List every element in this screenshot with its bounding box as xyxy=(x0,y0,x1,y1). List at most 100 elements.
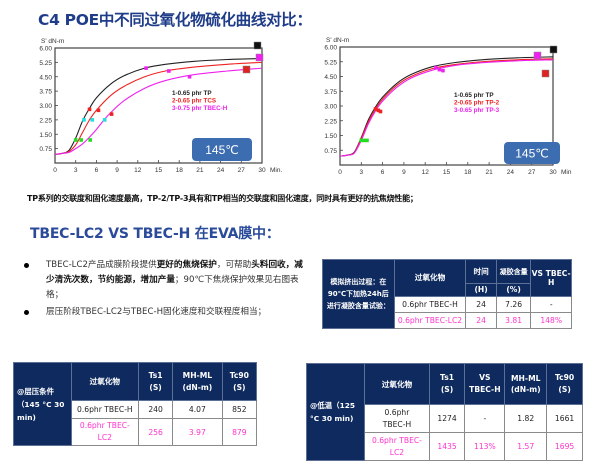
col-peroxide: 过氧化物 xyxy=(364,363,430,405)
x-tick-label: 15 xyxy=(155,167,163,174)
cell-peroxide: 0.6phr TBEC-LC2 xyxy=(70,418,140,446)
table-row: 0.6phr TBEC-H 240 4.07 852 xyxy=(14,400,258,419)
y-tick-label: 5.25 xyxy=(324,59,337,66)
tc90-label: Tc90 xyxy=(554,373,575,382)
cure-curve-chart-tcs: S' dN-m 0.75 1.50 2.25 3.00 3.75 4.50 5.25 6.00 0… xyxy=(20,32,292,182)
x-tick-label: 9 xyxy=(115,167,119,174)
ts1-unit: (S) xyxy=(149,382,162,392)
cell-mhml: 3.97 xyxy=(172,418,223,446)
curve-end-label xyxy=(255,53,264,62)
tc90-unit: (S) xyxy=(233,382,246,392)
col-tc90: Tc90 (S) xyxy=(546,363,583,405)
bullet-emphasis: 更好的焦烧保护 xyxy=(156,260,217,270)
col-mhml: MH-ML (dN-m) xyxy=(172,362,223,401)
cell-ts1: 256 xyxy=(138,418,174,446)
cell-mhml: 1.57 xyxy=(504,432,548,461)
x-tick-label: 3 xyxy=(359,169,363,176)
x-tick-label: 30 xyxy=(258,167,266,174)
y-tick-label: 5.25 xyxy=(39,60,52,67)
col-peroxide: 过氧化物 xyxy=(393,259,467,297)
legend-entry: 3-0.75 phr TBEC-H xyxy=(172,105,228,112)
curve-end-label xyxy=(533,51,542,60)
x-tick-label: 12 xyxy=(134,167,142,174)
x-tick-label: 6 xyxy=(95,167,99,174)
table-row: 0.6phr TBEC-LC2 24 3.81 148% xyxy=(323,311,572,330)
cell-ts1: 1274 xyxy=(428,404,466,433)
col-gel: 凝胶含量 xyxy=(495,258,532,285)
col-mhml: MH-ML (dN-m) xyxy=(504,363,548,405)
cell-vs: 148% xyxy=(530,311,572,330)
mhml-unit: (dN-m) xyxy=(182,382,213,392)
x-tick-label: 21 xyxy=(485,169,493,176)
bullet-item: 层压阶段TBEC-LC2与TBEC-H固化速度和交联程度相当； xyxy=(20,305,310,320)
x-tick-label: 18 xyxy=(176,167,184,174)
curve-marker xyxy=(87,107,92,112)
curve-end-label xyxy=(541,69,550,78)
ts1-unit: (S) xyxy=(440,385,454,394)
bullet-item: TBEC-LC2产品成膜阶段提供更好的焦烧保护，可帮助头料回收，减少清洗次数，节… xyxy=(20,258,310,303)
y-axis-label: S' dN-m xyxy=(41,38,64,45)
curve-end-label xyxy=(242,65,251,74)
cell-gel: 7.26 xyxy=(495,295,532,313)
table-row: 0.6phr TBEC-H 24 7.26 - xyxy=(323,295,572,313)
table-row: 0.6phr TBEC-LC2 256 3.97 879 xyxy=(14,418,258,446)
temperature-label: 145℃ xyxy=(205,143,239,157)
cell-tc90: 852 xyxy=(221,400,258,419)
ts1-label: Ts1 xyxy=(148,370,163,380)
col-ts1: Ts1 (S) xyxy=(138,362,174,401)
x-tick-label: 15 xyxy=(443,169,451,176)
col-gel-unit: (%) xyxy=(495,283,532,297)
y-tick-label: 2.25 xyxy=(324,118,337,125)
curve-marker xyxy=(102,118,107,122)
col-time-unit: (H) xyxy=(465,283,497,297)
x-tick-label: 0 xyxy=(338,169,342,176)
cell-tc90: 1695 xyxy=(546,432,583,461)
curve-marker xyxy=(90,118,95,122)
cell-peroxide: 0.6phr TBEC-H xyxy=(393,295,467,313)
x-tick-label: 12 xyxy=(422,169,430,176)
cell-peroxide: 0.6phr TBEC-LC2 xyxy=(393,311,467,330)
cell-time: 24 xyxy=(465,295,497,313)
curve-line xyxy=(54,61,263,155)
curve-marker xyxy=(378,109,383,114)
cell-vs: 113% xyxy=(464,432,506,461)
table-row: 0.6phr TBEC-H 1274 - 1.82 1661 xyxy=(307,404,583,433)
legend-entry: 3-0.65 phr TP-3 xyxy=(454,107,500,114)
conclusion-note: TP系列的交联度和固化速度最高，TP-2/TP-3具有和TP相当的交联度和固化速… xyxy=(27,194,418,203)
y-tick-label: 1.50 xyxy=(324,133,337,140)
bullet-text: ，可帮助 xyxy=(216,260,252,270)
mhml-label: MH-ML xyxy=(182,370,213,380)
section-title-eva: TBEC-LC2 VS TBEC-H 在EVA膜中： xyxy=(30,226,280,242)
col-tc90: Tc90 (S) xyxy=(221,362,258,401)
y-tick-label: 2.25 xyxy=(39,117,52,124)
curve-marker xyxy=(82,118,86,122)
y-tick-label: 3.75 xyxy=(324,89,337,96)
tc90-unit: (S) xyxy=(558,385,571,394)
col-peroxide: 过氧化物 xyxy=(70,362,140,401)
temperature-badge xyxy=(192,138,252,161)
y-tick-label: 0.75 xyxy=(39,146,52,153)
cell-peroxide: 0.6phr TBEC-H xyxy=(70,400,140,419)
cell-mhml: 1.82 xyxy=(504,404,548,433)
x-tick-label: 27 xyxy=(528,169,536,176)
y-tick-label: 1.50 xyxy=(39,132,52,139)
y-tick-label: 4.50 xyxy=(324,74,337,81)
y-tick-label: 0.75 xyxy=(324,148,337,155)
page-title: C4 POE中不同过氧化物硫化曲线对比： xyxy=(38,11,312,29)
bullet-text: TBEC-LC2产品成膜阶段提供 xyxy=(46,260,157,270)
legend-entry: 2-0.65 phr TP-2 xyxy=(454,100,500,107)
cell-peroxide: 0.6phr TBEC-H xyxy=(364,404,430,433)
cell-tc90: 1661 xyxy=(546,404,583,433)
x-axis-label: Min xyxy=(561,169,572,176)
cell-mhml: 4.07 xyxy=(172,400,223,419)
x-tick-label: 6 xyxy=(381,169,385,176)
x-tick-label: 24 xyxy=(507,169,515,176)
legend-entry: 1-0.65 phr TP xyxy=(172,90,212,97)
x-tick-label: 3 xyxy=(74,167,78,174)
curve-marker xyxy=(167,69,171,73)
curve-marker xyxy=(187,74,192,79)
cell-ts1: 1435 xyxy=(428,432,466,461)
curve-marker xyxy=(373,107,378,111)
low-temp-cure-table: @低温（125 °C 30 min) 过氧化物 Ts1 (S) VS TBEC-H… xyxy=(305,363,583,461)
y-tick-label: 3.75 xyxy=(39,89,52,96)
